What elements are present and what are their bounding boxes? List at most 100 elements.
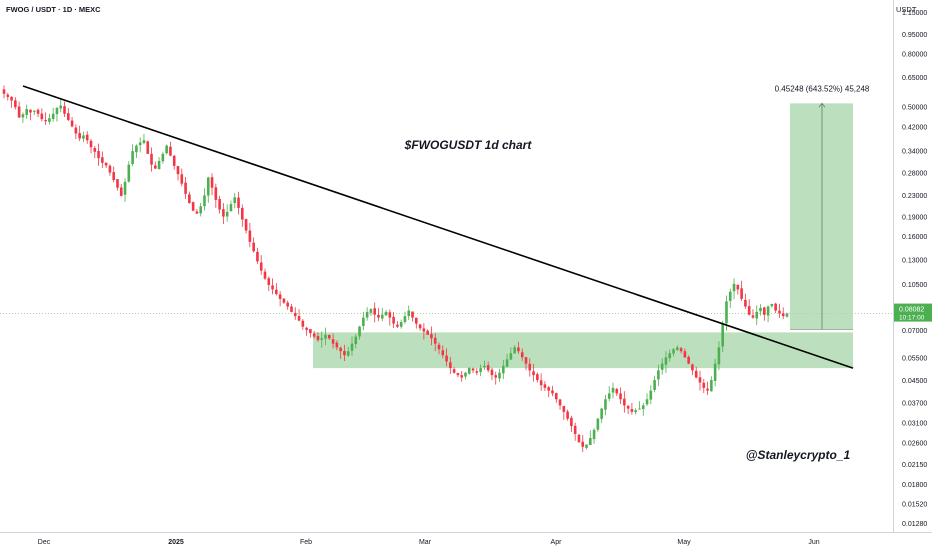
candle-body: [676, 347, 679, 350]
candle-body: [418, 324, 422, 329]
candle-body: [328, 335, 331, 339]
y-tick-label: 0.16000: [902, 234, 927, 241]
target-box: [790, 103, 853, 330]
candle-body: [180, 174, 184, 184]
target-arrow-head: [818, 102, 826, 108]
x-tick-label: Apr: [551, 539, 563, 546]
candle-body: [524, 357, 528, 364]
candle-body: [774, 303, 777, 311]
candle-body: [520, 352, 524, 358]
x-tick-label: 2025: [168, 539, 184, 546]
candle-body: [604, 399, 607, 410]
candle-body: [275, 289, 278, 295]
candle-body: [554, 393, 558, 400]
y-tick-label: 1.15000: [902, 10, 927, 17]
candle-body: [263, 271, 267, 279]
candle-body: [350, 343, 354, 351]
candle-body: [346, 351, 350, 356]
y-tick-label: 0.42000: [902, 124, 927, 131]
candle-body: [233, 197, 237, 204]
y-tick-label: 0.13000: [902, 258, 927, 265]
candle-body: [70, 120, 74, 127]
candle-body: [25, 109, 28, 115]
x-tick-label: Mar: [419, 539, 432, 546]
candle-body: [127, 164, 131, 182]
x-tick-label: Jun: [808, 539, 819, 546]
candle-body: [558, 399, 562, 406]
candle-body: [101, 157, 104, 163]
candle-body: [154, 165, 157, 169]
candle-body: [411, 311, 414, 318]
candle-body: [615, 388, 619, 394]
candle-body: [396, 324, 399, 327]
candle-body: [343, 350, 346, 356]
x-tick-label: Feb: [300, 539, 312, 546]
candle-body: [770, 303, 774, 307]
candle-body: [751, 315, 755, 318]
candle-body: [467, 368, 471, 374]
candle-body: [373, 308, 376, 315]
candle-body: [759, 307, 762, 312]
candle-body: [687, 356, 690, 364]
candle-body: [577, 434, 581, 443]
candle-body: [222, 209, 225, 217]
candle-body: [157, 160, 161, 170]
y-tick-label: 0.01280: [902, 521, 927, 528]
candle-body: [694, 370, 698, 378]
candle-body: [683, 351, 687, 358]
candle-body: [407, 310, 411, 316]
candle-body: [218, 199, 221, 210]
candle-body: [607, 393, 611, 399]
candle-body: [600, 408, 603, 419]
candles-group: [2, 85, 789, 453]
candle-body: [573, 425, 577, 434]
candle-body: [309, 329, 312, 334]
candle-body: [256, 251, 259, 262]
candle-body: [339, 347, 342, 352]
y-tick-label: 0.02150: [902, 462, 927, 469]
candle-body: [589, 438, 592, 445]
candle-body: [97, 151, 100, 159]
countdown-label: 10:17:00: [899, 315, 925, 322]
candle-body: [403, 316, 407, 323]
candle-body: [358, 326, 361, 337]
candle-body: [747, 306, 751, 315]
candle-body: [744, 299, 747, 307]
candle-body: [437, 344, 441, 350]
candle-body: [59, 105, 63, 109]
candle-body: [267, 278, 271, 285]
candle-body: [365, 311, 369, 318]
candle-body: [282, 298, 286, 303]
candle-body: [335, 342, 339, 348]
candle-body: [517, 347, 520, 352]
candle-body: [78, 133, 81, 139]
target-label: 0.45248 (643.52%) 45,248: [775, 84, 870, 93]
candle-body: [388, 312, 392, 318]
candle-body: [638, 408, 641, 410]
candle-body: [475, 371, 479, 373]
candle-body: [755, 311, 759, 319]
candle-body: [490, 369, 494, 376]
candle-body: [286, 302, 289, 307]
candle-body: [297, 316, 301, 321]
candle-body: [305, 327, 308, 330]
candle-body: [324, 334, 327, 339]
trendline: [22, 85, 854, 369]
candle-body: [290, 306, 293, 312]
x-tick-label: May: [677, 539, 691, 546]
candle-body: [241, 207, 244, 220]
candle-body: [248, 230, 252, 242]
candle-body: [55, 107, 59, 115]
candle-body: [51, 113, 55, 119]
candle-body: [471, 368, 475, 371]
candle-body: [449, 362, 452, 369]
candle-body: [706, 388, 709, 391]
candle-body: [237, 197, 240, 208]
candle-body: [93, 148, 97, 152]
candle-body: [781, 313, 785, 317]
candle-body: [104, 162, 108, 166]
candle-body: [721, 323, 724, 347]
